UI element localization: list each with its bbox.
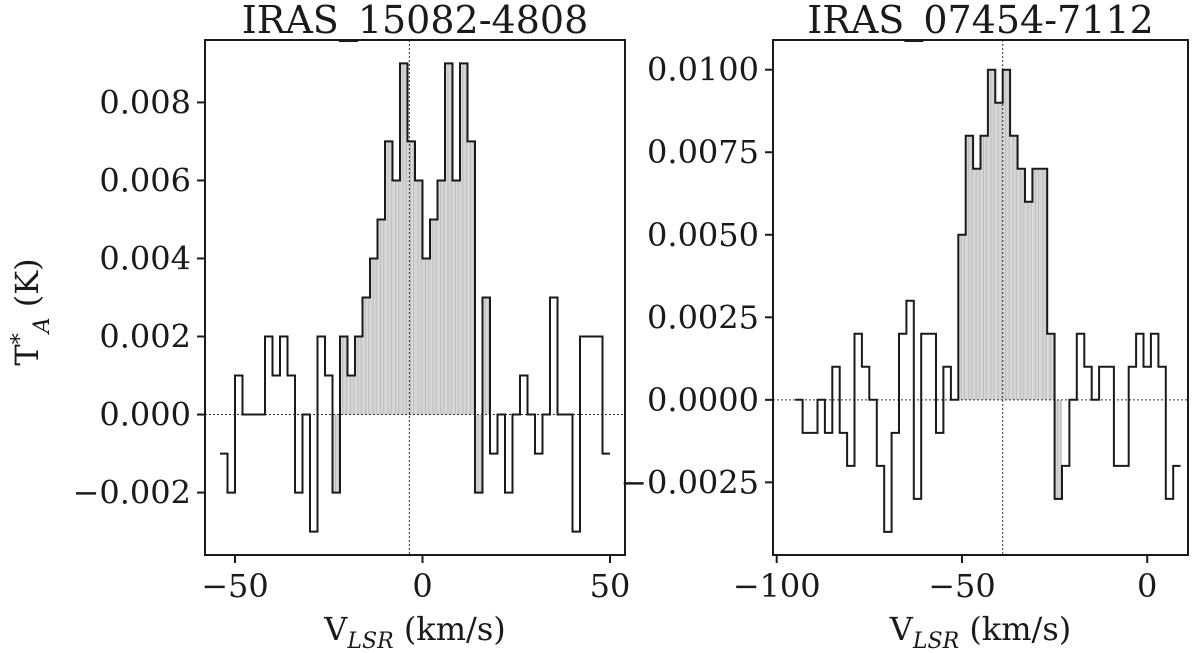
y-tick-label: −0.002 — [73, 474, 191, 512]
x-axis-label-main: V — [323, 610, 348, 648]
shaded-channel — [407, 141, 415, 415]
shaded-channel — [362, 297, 370, 415]
shaded-channel — [1024, 201, 1033, 400]
shaded-channel — [958, 234, 966, 400]
x-tick-label: 0 — [412, 567, 432, 605]
x-tick-label: 50 — [590, 567, 631, 605]
shaded-channel — [973, 168, 981, 400]
shaded-channel — [1039, 168, 1048, 400]
shaded-channel — [370, 258, 378, 415]
shaded-channel — [1010, 135, 1018, 400]
x-axis-label-sub: LSR — [346, 629, 393, 653]
y-tick-label: 0.000 — [99, 396, 191, 434]
x-axis-label: VLSR (km/s) — [889, 610, 1071, 653]
shaded-channel — [415, 180, 423, 415]
shaded-channel — [965, 135, 974, 400]
x-tick-label: −100 — [733, 567, 821, 605]
x-axis-label: VLSR (km/s) — [323, 610, 505, 653]
x-axis-label-sub: LSR — [912, 629, 959, 653]
plot-frame — [204, 39, 626, 556]
shaded-channel — [1047, 333, 1055, 400]
y-tick-label: 0.002 — [99, 318, 191, 356]
shaded-channel — [980, 135, 988, 400]
shaded-channel — [452, 180, 460, 415]
shaded-channel — [987, 69, 996, 400]
shaded-channel — [392, 180, 400, 415]
spectrum-panel-right: −100 −50 0 −0.0025 0.0000 0.0025 0.0050 0.0075 0… — [620, 0, 1189, 653]
plot-frame — [772, 39, 1189, 556]
shaded-channel — [1002, 69, 1011, 400]
shaded-channel — [437, 180, 445, 415]
shaded-channel — [430, 219, 438, 415]
shaded-channel — [482, 297, 490, 415]
shaded-channel — [1017, 168, 1025, 400]
panel-title: IRAS_07454-7112 — [807, 0, 1154, 43]
y-tick-label: 0.0100 — [647, 51, 759, 89]
shaded-channel — [995, 102, 1003, 400]
shaded-channel — [475, 414, 483, 493]
shaded-channel — [347, 375, 355, 415]
spectrum-line — [220, 62, 610, 533]
shaded-channel — [385, 141, 393, 415]
spectrum-line — [795, 68, 1181, 533]
y-tick-label: 0.0050 — [647, 216, 759, 254]
x-axis-label-main: V — [889, 610, 914, 648]
y-tick-label: 0.004 — [99, 239, 191, 277]
x-tick-label: −50 — [201, 567, 269, 605]
shaded-channel — [332, 414, 340, 493]
shaded-channel — [1054, 399, 1063, 499]
shaded-channel — [340, 336, 348, 415]
shaded-channel — [377, 219, 385, 415]
x-tick-label: −50 — [928, 567, 996, 605]
y-tick-label: 0.0075 — [647, 133, 759, 171]
spectrum-panel-left: −50 0 50 −0.002 0.000 0.002 0.004 0.006 0.008 IRA… — [73, 0, 631, 653]
shaded-channel — [422, 258, 430, 415]
y-tick-label: 0.006 — [99, 161, 191, 199]
shaded-channel — [1032, 168, 1040, 400]
panel-title: IRAS_15082-4808 — [242, 0, 589, 43]
shaded-channel — [445, 63, 453, 415]
shaded-channel — [467, 141, 475, 415]
y-tick-label: 0.008 — [99, 83, 191, 121]
shaded-channel — [355, 336, 363, 415]
shared-y-axis-label: T*A (K) — [8, 258, 55, 365]
y-tick-label: 0.0025 — [647, 298, 759, 336]
y-tick-label: −0.0025 — [620, 463, 759, 501]
x-tick-label: 0 — [1137, 567, 1157, 605]
shaded-channel — [400, 63, 408, 415]
y-tick-label: 0.0000 — [647, 381, 759, 419]
x-axis-label-unit: (km/s) — [394, 610, 506, 648]
x-axis-label-unit: (km/s) — [959, 610, 1071, 648]
shaded-channel — [460, 63, 468, 415]
